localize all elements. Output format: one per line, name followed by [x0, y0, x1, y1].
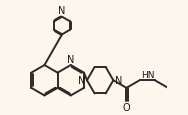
- Text: O: O: [123, 102, 130, 112]
- Text: N: N: [58, 6, 66, 16]
- Text: N: N: [115, 76, 122, 85]
- Text: N: N: [67, 54, 74, 64]
- Text: N: N: [78, 76, 86, 85]
- Text: HN: HN: [141, 70, 154, 79]
